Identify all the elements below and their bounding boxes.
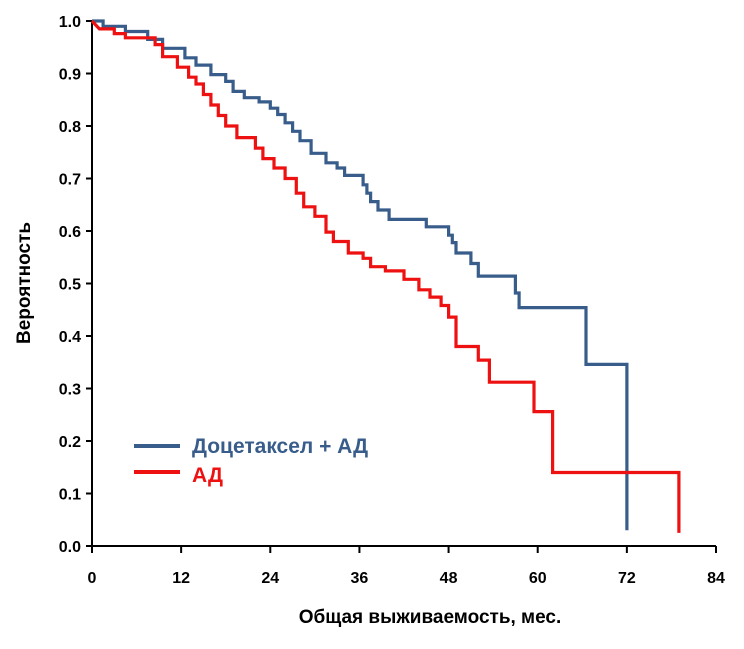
legend-label-ad: АД — [192, 464, 223, 487]
y-tick-label: 0.5 — [59, 277, 81, 294]
y-tick-label: 0.9 — [59, 67, 81, 84]
x-tick-label: 24 — [261, 570, 279, 587]
axes: 0.0 0.1 0.2 0.3 0.4 0.5 0.6 0.7 0.8 0.9 1.0 0 12 24 36… — [59, 14, 725, 587]
x-tick-label: 36 — [351, 570, 369, 587]
legend: Доцетаксел + АД АД — [134, 435, 368, 487]
y-tick-label: 1.0 — [59, 14, 81, 31]
x-tick-label: 84 — [707, 570, 725, 587]
y-tick-label: 0.0 — [59, 539, 81, 556]
x-tick-label: 72 — [618, 570, 636, 587]
y-axis-label: Вероятность — [14, 222, 35, 344]
y-tick-label: 0.4 — [59, 329, 81, 346]
series-layer — [90, 19, 681, 533]
x-tick-label: 48 — [440, 570, 458, 587]
series-line-docetaxel-ad — [92, 19, 629, 531]
x-axis-label: Общая выживаемость, мес. — [299, 607, 562, 628]
y-tick-label: 0.6 — [59, 224, 81, 241]
y-tick-label: 0.1 — [59, 487, 81, 504]
x-tick-label: 60 — [529, 570, 547, 587]
y-tick-label: 0.3 — [59, 382, 81, 399]
series-line-ad — [90, 19, 681, 533]
legend-label-docetaxel: Доцетаксел + АД — [192, 435, 368, 458]
y-tick-label: 0.8 — [59, 119, 81, 136]
y-tick-label: 0.2 — [59, 434, 81, 451]
x-tick-label: 0 — [88, 570, 97, 587]
y-tick-label: 0.7 — [59, 172, 81, 189]
x-tick-label: 12 — [172, 570, 190, 587]
